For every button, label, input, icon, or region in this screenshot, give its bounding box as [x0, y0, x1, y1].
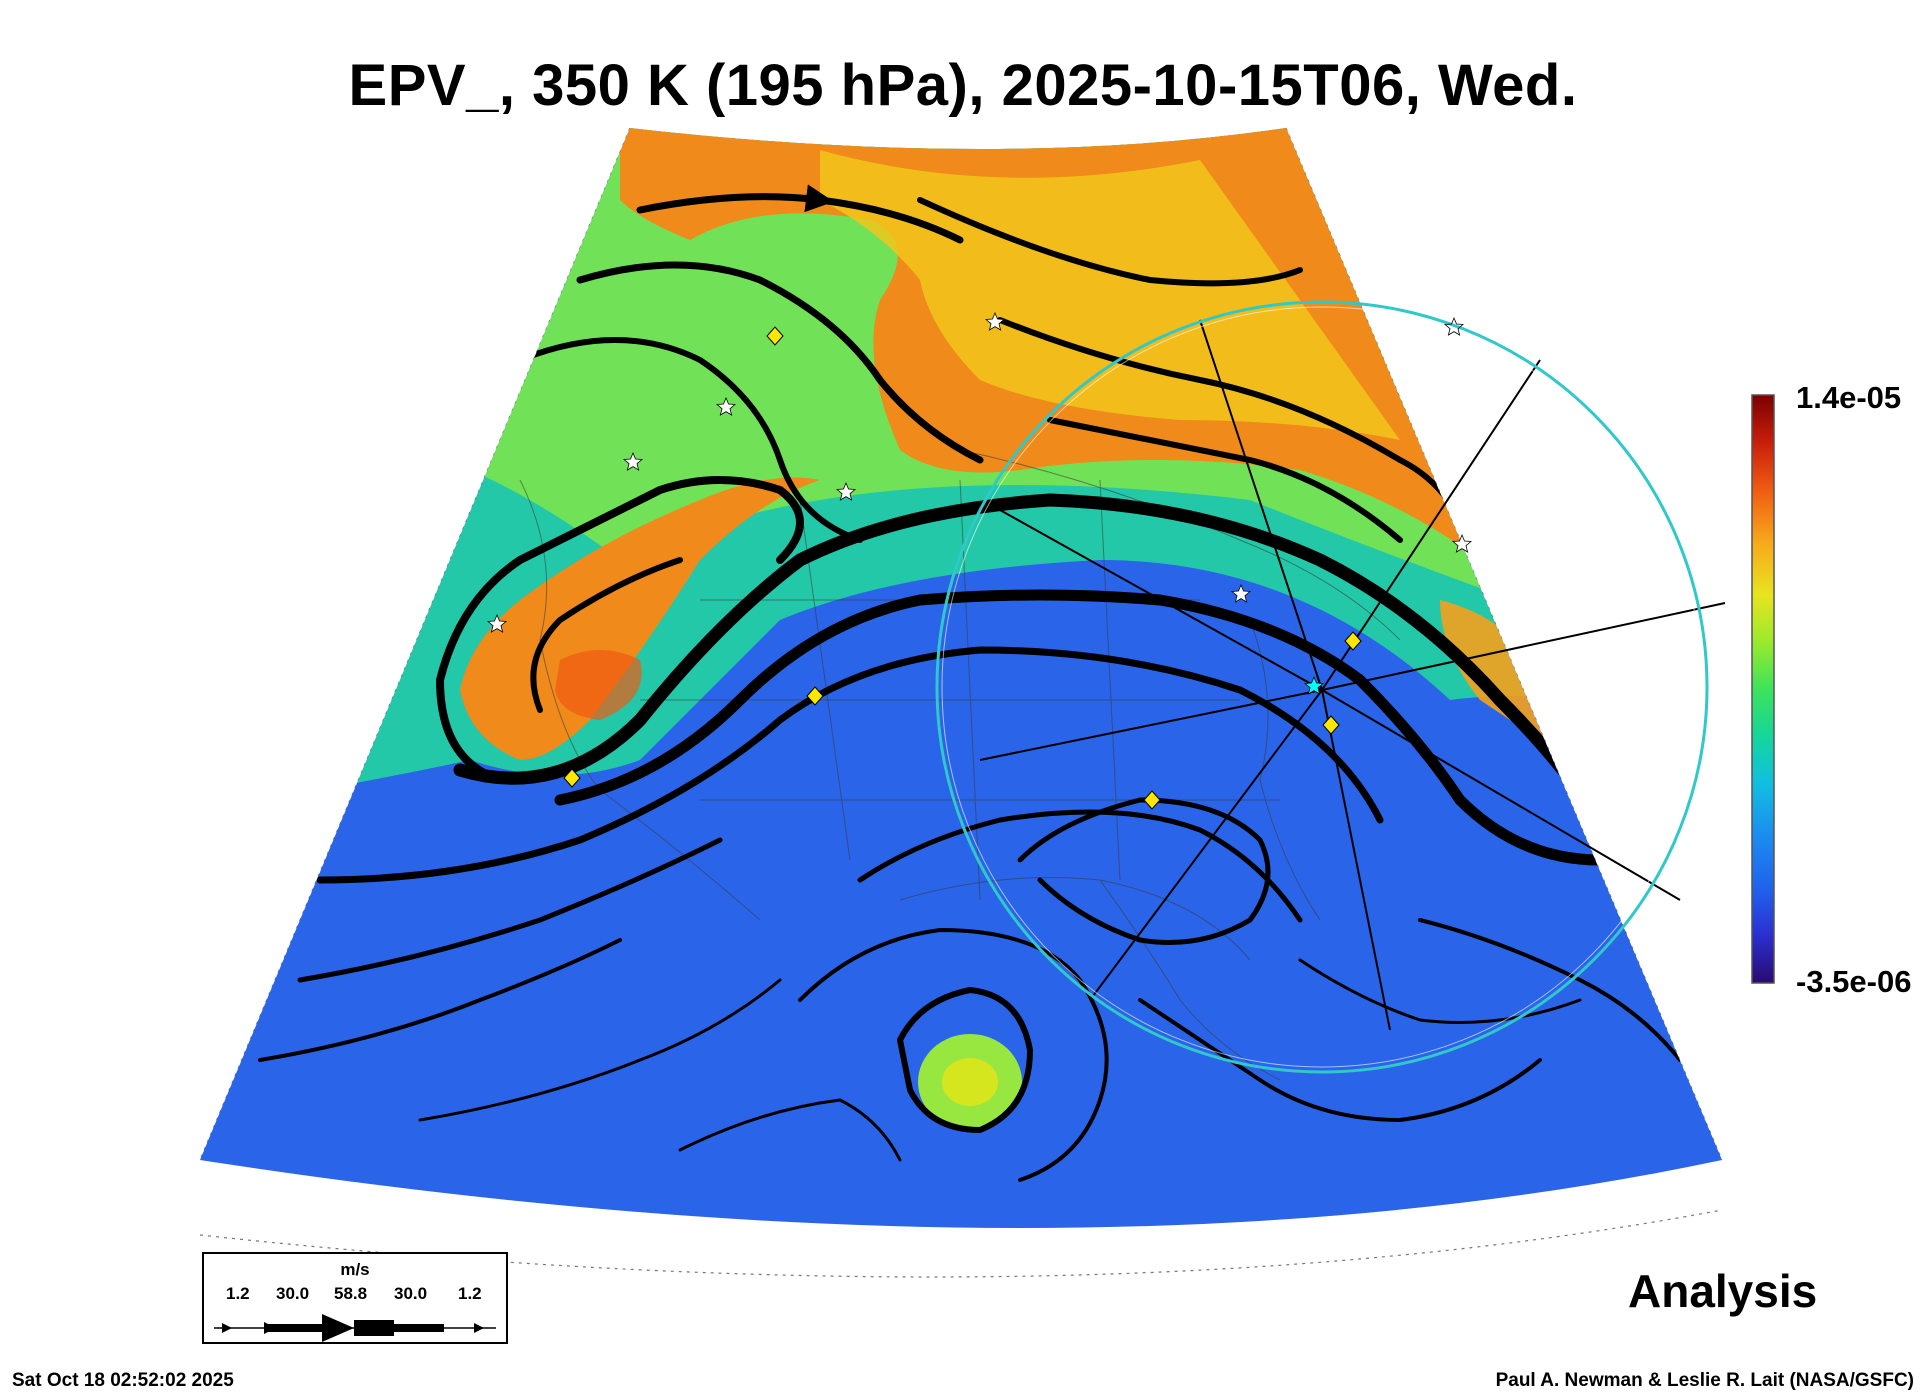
epv-high-west — [460, 477, 820, 760]
analysis-label: Analysis — [1628, 1265, 1818, 1317]
legend-value: 58.8 — [334, 1284, 368, 1303]
legend-arrow-scale — [214, 1314, 496, 1342]
star-marker — [486, 613, 508, 633]
epv-blob-core — [942, 1058, 998, 1106]
colorbar-min-label: -3.5e-06 — [1796, 964, 1912, 999]
center-star-marker — [1303, 675, 1325, 695]
colorbar — [1751, 394, 1775, 984]
footer-credit: Paul A. Newman & Leslie R. Lait (NASA/GS… — [1495, 1370, 1914, 1391]
diamond-marker — [1143, 790, 1161, 810]
wind-speed-legend: m/s 1.2 30.0 58.8 30.0 1.2 — [202, 1252, 508, 1344]
star-marker — [622, 451, 644, 471]
star-marker — [1230, 583, 1252, 603]
star-marker — [835, 481, 857, 501]
diamond-markers — [563, 326, 1362, 810]
diamond-marker — [1344, 631, 1362, 651]
legend-value: 30.0 — [394, 1284, 428, 1303]
legend-value: 30.0 — [276, 1284, 310, 1303]
footer-timestamp: Sat Oct 18 02:52:02 2025 — [12, 1370, 234, 1391]
colorbar-max-label: 1.4e-05 — [1796, 380, 1902, 415]
diamond-marker — [806, 686, 824, 706]
star-marker — [1451, 533, 1473, 553]
page-title: EPV_, 350 K (195 hPa), 2025-10-15T06, We… — [348, 53, 1578, 118]
legend-unit: m/s — [340, 1260, 370, 1279]
range-circle-inner — [941, 306, 1703, 1068]
radial-lines — [979, 319, 1726, 1031]
legend-value: 1.2 — [226, 1284, 250, 1303]
legend-value: 1.2 — [458, 1284, 482, 1303]
range-circle — [935, 300, 1709, 1074]
star-marker — [984, 311, 1006, 331]
star-marker — [1443, 316, 1465, 336]
star-marker — [715, 396, 737, 416]
star-markers — [486, 311, 1473, 633]
streamlines — [258, 184, 1682, 1182]
diamond-marker — [563, 768, 581, 788]
diamond-marker — [766, 326, 784, 346]
epv-field — [200, 128, 1722, 1228]
diamond-marker — [1322, 715, 1340, 735]
epv-core-west — [555, 650, 642, 720]
